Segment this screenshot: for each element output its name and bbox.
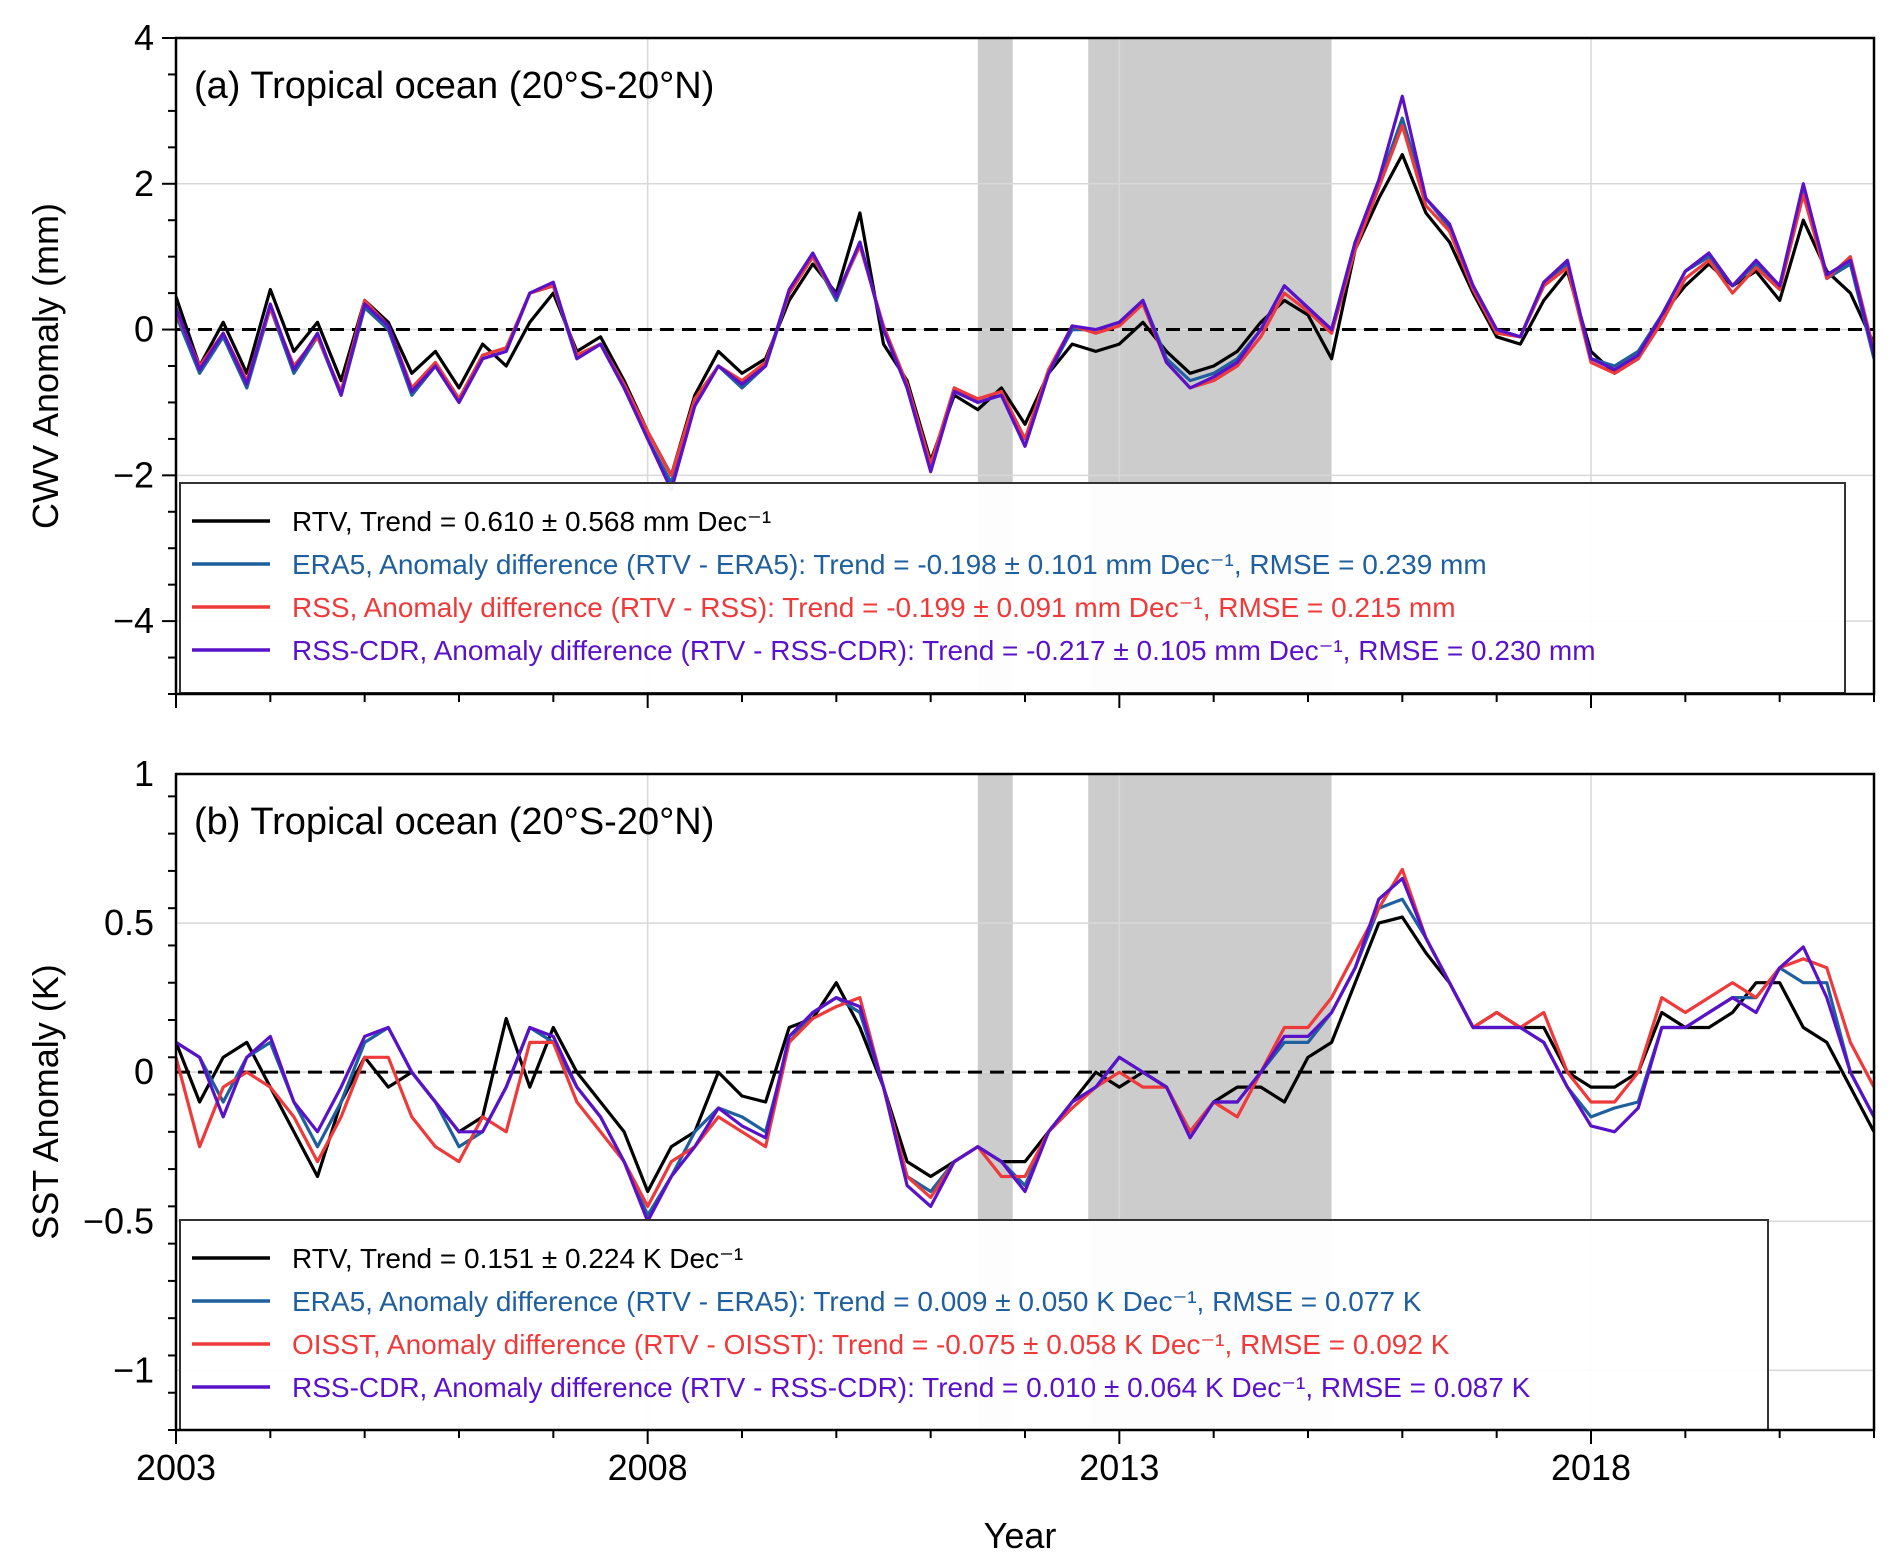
panel-b-y-tick-label: 1: [134, 753, 154, 794]
panel-b-series-rtv: [176, 915, 1874, 1194]
panel-a-y-tick-label: 4: [134, 17, 154, 58]
panel-b-y-tick-label: −1: [113, 1349, 154, 1390]
panel-b-y-tick-label: 0: [134, 1051, 154, 1092]
panel-a-series-rss-cdr: [176, 94, 1874, 492]
panel-b-title: (b) Tropical ocean (20°S-20°N): [194, 801, 714, 843]
panel-b-x-tick-label-2003: 2003: [136, 1447, 216, 1488]
panel-b-y-tick-label: 0.5: [104, 902, 154, 943]
panel-a-legend-label-rss: RSS, Anomaly difference (RTV - RSS): Tre…: [292, 592, 1456, 623]
panel-b-legend-label-rss-cdr: RSS-CDR, Anomaly difference (RTV - RSS-C…: [292, 1372, 1531, 1403]
panel-a-y-axis-label: CWV Anomaly (mm): [25, 203, 66, 529]
panel-a-legend-label-rtv: RTV, Trend = 0.610 ± 0.568 mm Dec⁻¹: [292, 506, 771, 537]
panel-a-y-tick-label: −2: [113, 454, 154, 495]
panel-b-y-axis-label: SST Anomaly (K): [25, 964, 66, 1239]
panel-a-y-tick-label: −4: [113, 600, 154, 641]
panel-b-y-tick-label: −0.5: [83, 1200, 154, 1241]
panel-b-legend-label-era5: ERA5, Anomaly difference (RTV - ERA5): T…: [292, 1286, 1422, 1317]
panel-b-x-tick-label-2018: 2018: [1551, 1447, 1631, 1488]
panel-a-legend-box: [179, 482, 1846, 694]
panel-b-legend-label-oisst: OISST, Anomaly difference (RTV - OISST):…: [292, 1329, 1450, 1360]
x-axis-label: Year: [984, 1515, 1057, 1556]
panel-b-series-era5: [176, 897, 1874, 1217]
panel-a-y-tick-label: 2: [134, 163, 154, 204]
panel-b-legend-box: [179, 1219, 1769, 1431]
panel-b-x-tick-label-2013: 2013: [1079, 1447, 1159, 1488]
panel-a: RTV, Trend = 0.610 ± 0.568 mm Dec⁻¹ ERA5,…: [25, 17, 1876, 708]
panel-a-y-tick-label: 0: [134, 309, 154, 350]
panel-a-legend-label-rss-cdr: RSS-CDR, Anomaly difference (RTV - RSS-C…: [292, 635, 1596, 666]
panel-b-x-tick-label-2008: 2008: [608, 1447, 688, 1488]
panel-b: RTV, Trend = 0.151 ± 0.224 K Dec⁻¹ ERA5, …: [25, 753, 1876, 1488]
panel-a-title: (a) Tropical ocean (20°S-20°N): [194, 65, 714, 107]
panel-a-series-era5: [176, 116, 1874, 485]
panel-b-series-oisst: [176, 867, 1874, 1209]
panel-a-series-rtv: [176, 153, 1874, 477]
panel-a-series-rss: [176, 123, 1874, 477]
panel-b-series-rss-cdr: [176, 876, 1874, 1223]
panel-a-legend-label-era5: ERA5, Anomaly difference (RTV - ERA5): T…: [292, 549, 1487, 580]
panel-b-legend-label-rtv: RTV, Trend = 0.151 ± 0.224 K Dec⁻¹: [292, 1243, 743, 1274]
